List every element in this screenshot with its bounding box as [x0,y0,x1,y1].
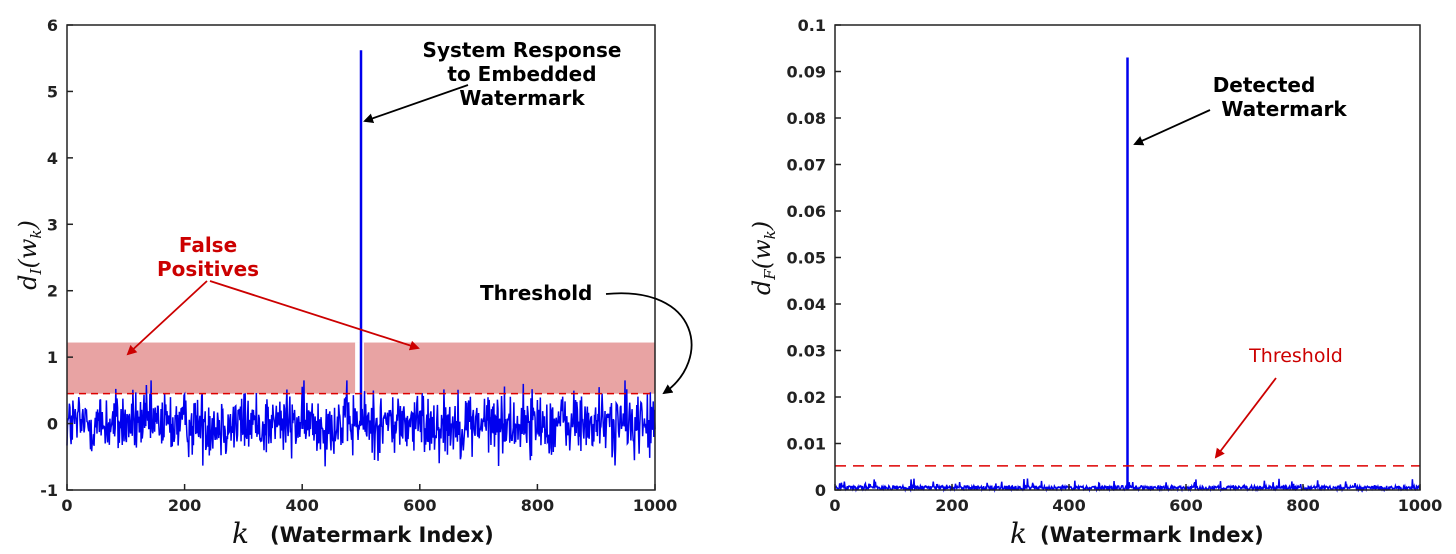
x-axis-label: (Watermark Index) [1040,523,1264,547]
detected-annotation-line-1: Detected [1213,73,1316,97]
y-tick-label: 0.01 [787,435,826,454]
x-tick-label: 800 [1286,496,1319,515]
false-positives-line-2: Positives [157,257,259,281]
x-tick-label: 600 [403,496,436,515]
spike-annotation-arrow [363,84,469,124]
x-tick-label: 200 [168,496,201,515]
y-tick-label: 0.02 [787,388,826,407]
x-axis-label: (Watermark Index) [270,523,494,547]
right-chart: 0 200 400 600 800 1000 00.010.020.030.040.050… [748,16,1442,550]
y-tick-label: 6 [47,16,58,35]
y-tick-label: 0.04 [787,295,826,314]
x-axis-symbol: k [1010,517,1027,550]
false-positives-line-1: False [179,233,237,257]
detected-annotation-line-2: Watermark [1221,97,1347,121]
threshold-annotation-arrow [605,292,693,395]
y-tick-label: 5 [47,82,58,101]
y-tick-label: 0.07 [787,156,826,175]
x-tick-label: 1000 [1398,496,1443,515]
y-axis-ticks: 0 0.01 0.02 0.03 0.04 0.05 0.06 0.07 0.08 0.09 0.1 [787,16,841,500]
y-tick-label: 0.03 [787,342,826,361]
plot-frame [66,24,656,491]
x-tick-label: 400 [1052,496,1085,515]
y-tick-label: 0.1 [798,16,826,35]
spike-annotation-line-3: Watermark [459,86,585,110]
band-gap [355,342,364,394]
y-tick-label: 0.06 [787,202,826,221]
y-tick-label: 0.08 [787,109,826,128]
y-tick-label: 0 [47,415,58,434]
y-tick-label: -1 [40,481,58,500]
x-axis-ticks: 0 200 400 600 800 1000 [829,484,1442,515]
y-axis-ticks: -1 0 1 2 3 4 5 6 [40,16,73,500]
y-tick-label: 0.09 [787,63,826,82]
y-tick-label: 2 [47,282,58,301]
detected-annotation-arrow [1133,109,1211,146]
x-tick-label: 0 [61,496,72,515]
x-axis-symbol: k [232,517,249,550]
x-tick-label: 0 [829,496,840,515]
x-tick-label: 200 [935,496,968,515]
false-positives-arrow-left [126,280,208,356]
spike-annotation-line-1: System Response [423,38,622,62]
x-axis-ticks: 0 200 400 600 800 1000 [61,484,677,515]
threshold-annotation: Threshold [480,281,592,305]
x-tick-label: 1000 [633,496,678,515]
x-tick-label: 400 [285,496,318,515]
false-positives-arrow-right [209,280,420,351]
spike-annotation-line-2: to Embedded [447,62,596,86]
x-tick-label: 800 [521,496,554,515]
y-axis-label: dI(wk) [14,220,45,290]
y-tick-label: 0 [815,481,826,500]
y-axis-label: dF(wk) [748,221,779,295]
y-tick-label: 3 [47,215,58,234]
y-tick-label: 1 [47,348,58,367]
x-tick-label: 600 [1169,496,1202,515]
threshold-annotation-arrow [1214,377,1277,459]
y-tick-label: 0.05 [787,249,826,268]
threshold-annotation: Threshold [1248,345,1343,367]
y-tick-label: 4 [47,149,58,168]
